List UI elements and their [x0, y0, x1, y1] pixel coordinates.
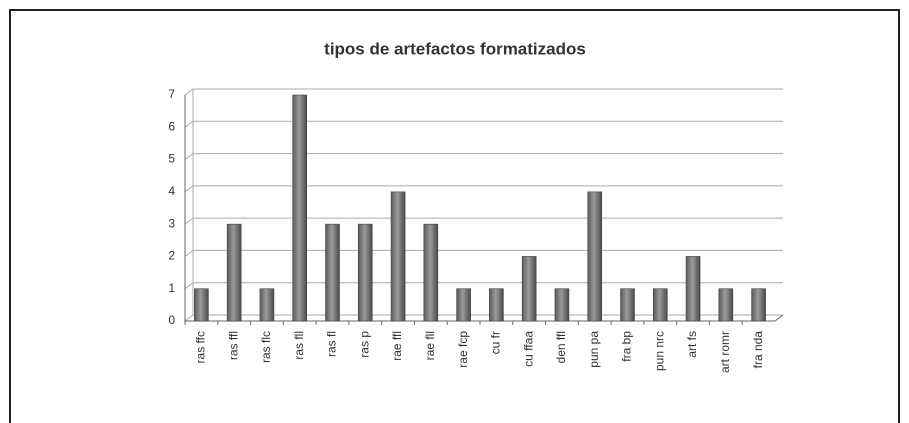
- bar: [685, 256, 701, 322]
- y-tick-label: 7: [168, 87, 175, 101]
- y-tick-label: 1: [168, 281, 175, 295]
- x-tick-label: ras fl: [325, 331, 339, 357]
- grid-line: [184, 153, 783, 160]
- x-tick-label: ras fll: [292, 331, 306, 360]
- x-tick-label: rae fcp: [456, 331, 470, 368]
- y-tick-label: 4: [168, 184, 175, 198]
- y-tick-label: 6: [168, 119, 175, 133]
- grid-line: [184, 249, 783, 257]
- x-tick-label: rae ffl: [390, 331, 404, 361]
- y-tick-label: 0: [168, 313, 175, 327]
- bar: [357, 223, 373, 322]
- grid-line: [184, 314, 783, 322]
- bar: [194, 288, 209, 322]
- bar: [521, 256, 537, 322]
- grid-line: [184, 185, 783, 193]
- bar: [325, 223, 340, 322]
- bar: [456, 288, 471, 322]
- frame: [9, 9, 900, 423]
- x-tick-label: art romr: [718, 331, 732, 373]
- bar: [554, 288, 570, 322]
- bar: [390, 191, 406, 322]
- bar: [489, 288, 504, 322]
- x-tick-label: ras ffl: [226, 331, 240, 360]
- x-tick-label: art fs: [685, 331, 699, 358]
- x-tick-label: ras ffc: [194, 331, 208, 363]
- x-tick-label: cu ffaa: [521, 331, 535, 367]
- x-tick-label: ras p: [357, 331, 371, 358]
- x-tick-label: fra nda: [751, 331, 765, 369]
- bar: [587, 191, 603, 322]
- grid-line: [184, 217, 783, 225]
- x-tick-label: ras flc: [259, 331, 273, 363]
- bar: [423, 223, 439, 322]
- y-tick-label: 2: [168, 249, 175, 263]
- x-tick-label: fra bp: [620, 331, 634, 362]
- x-tick-label: pun pa: [587, 331, 601, 368]
- bar: [751, 288, 766, 322]
- bar: [718, 288, 734, 322]
- bar: [652, 288, 668, 322]
- x-tick-label: rae fll: [423, 331, 437, 360]
- bar: [292, 94, 308, 322]
- y-tick-label: 5: [168, 152, 175, 166]
- x-tick-label: pun nrc: [652, 331, 666, 371]
- grid-line: [184, 120, 783, 128]
- x-tick-label: cu fr: [489, 331, 503, 354]
- grid-line: [184, 282, 783, 290]
- bar: [226, 223, 242, 322]
- bar: [620, 288, 635, 322]
- chart-title: tipos de artefactos formatizados: [324, 39, 586, 58]
- x-tick-label: den ffl: [554, 331, 568, 363]
- bar: [259, 288, 275, 322]
- y-tick-label: 3: [168, 216, 175, 230]
- grid-line: [184, 88, 783, 96]
